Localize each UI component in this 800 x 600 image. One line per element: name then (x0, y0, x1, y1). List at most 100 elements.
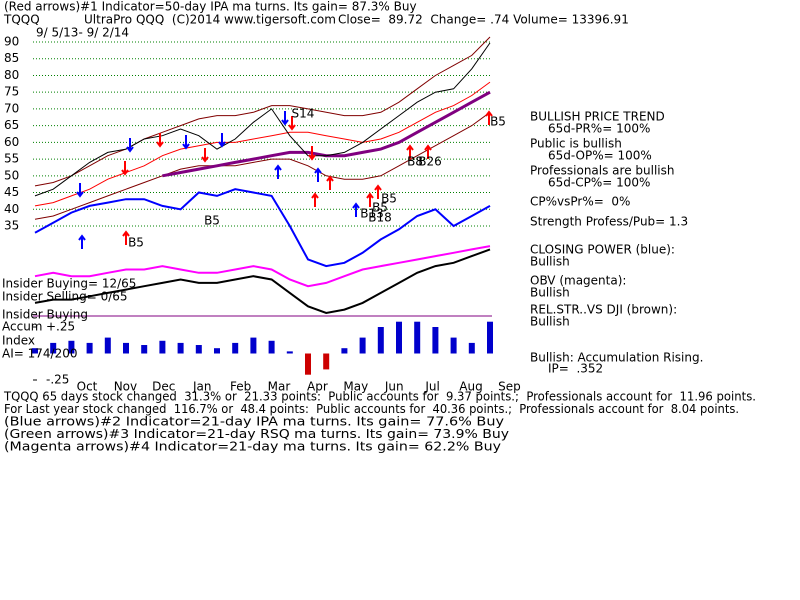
bar (86, 342, 93, 354)
signal-label: B18 (368, 211, 392, 225)
bar (123, 342, 129, 354)
series-line (34, 111, 491, 220)
date-range: 9/ 5/13- 9/ 2/14 (36, 26, 129, 40)
bar (50, 342, 57, 354)
bar (468, 342, 475, 354)
footer-line: (Green arrows)#3 Indicator=21-day RSQ ma… (4, 427, 509, 441)
signal-arrow (156, 133, 164, 148)
x-tick-label: Sep (498, 380, 521, 394)
side-note: 65d-PR%= 100% (548, 122, 650, 136)
signal-arrow (76, 183, 84, 198)
x-tick-label: Apr (307, 380, 328, 394)
signal-arrow (274, 164, 282, 179)
x-tick-label: Mar (268, 380, 291, 394)
signal-arrow (288, 116, 296, 131)
insider-note: Insider Buying= 12/65 (2, 277, 136, 291)
footer-line: For Last year stock changed 116.7% or 48… (4, 402, 739, 416)
signal-arrow (326, 175, 334, 190)
y-tick-label: 60 (4, 135, 19, 149)
bar (214, 348, 220, 354)
footer-line: (Magenta arrows)#4 Indicator=21-day ma t… (4, 440, 501, 454)
x-tick-label: May (343, 380, 368, 394)
side-note: CP%vsPr%= 0% (530, 195, 630, 209)
signal-label: B5 (381, 192, 397, 206)
series-line (34, 248, 491, 315)
footer-line: TQQQ 65 days stock changed 31.3% or 21.3… (3, 390, 756, 404)
bar (250, 337, 257, 354)
insider-note: AI= 174/200 (2, 347, 77, 361)
side-note: Bullish (530, 286, 570, 300)
signal-arrow (126, 138, 134, 153)
y-tick-label: +.25 (46, 320, 75, 334)
bar (104, 337, 111, 354)
x-tick-label: Aug (459, 380, 482, 394)
bar (141, 345, 148, 354)
x-tick-label: Feb (230, 380, 251, 394)
series-line (34, 36, 491, 187)
y-tick-label: 85 (4, 51, 19, 65)
y-tick-label: 55 (4, 152, 19, 166)
signal-label: B5 (128, 236, 144, 250)
bar (286, 351, 293, 354)
signal-label: B5 (372, 201, 388, 215)
bar (341, 348, 348, 354)
bar (268, 340, 275, 354)
signal-arrow (218, 133, 226, 148)
signal-label: B5 (204, 214, 220, 228)
signal-arrow (485, 110, 493, 125)
side-note: Strength Profess/Pub= 1.3 (530, 215, 688, 229)
x-tick-label: Jun (384, 380, 404, 394)
bar (450, 337, 457, 354)
side-note: 65d-OP%= 100% (548, 149, 652, 163)
series-line (34, 81, 491, 207)
series-name: OBV (magenta): (530, 274, 626, 288)
side-note: Bullish: Accumulation Rising. (530, 351, 703, 365)
signal-arrow (308, 146, 316, 161)
signal-label: B13 (360, 207, 384, 221)
signal-arrow (121, 161, 129, 176)
x-tick-label: Oct (77, 380, 98, 394)
bar (414, 321, 421, 354)
bar (68, 340, 75, 354)
insider-note: Index (2, 334, 35, 348)
x-tick-label: Nov (114, 380, 137, 394)
y-tick-label: 45 (4, 185, 19, 199)
y-tick-label: 70 (4, 101, 19, 115)
signal-arrow (201, 148, 209, 163)
signal-arrow (352, 202, 360, 217)
bar (305, 353, 311, 375)
x-tick-label: Jan (192, 380, 212, 394)
bar (487, 321, 493, 354)
x-tick-label: Jul (424, 380, 439, 394)
series-line (34, 188, 491, 268)
signal-label: B8 (407, 155, 423, 169)
signal-label: S14 (292, 107, 315, 121)
signal-arrow (78, 234, 86, 249)
signal-arrow (406, 144, 414, 159)
bar (359, 337, 366, 354)
signal-arrow (122, 230, 130, 245)
side-note: 65d-CP%= 100% (548, 176, 650, 190)
symbol: TQQQ (3, 13, 40, 27)
side-note: Public is bullish (530, 137, 622, 151)
signal-arrow (281, 111, 289, 126)
bar (396, 321, 402, 354)
side-note: BULLISH PRICE TREND (530, 110, 665, 124)
quote: Close= 89.72 Change= .74 Volume= 13396.9… (338, 13, 629, 27)
insider-note: Accum (2, 320, 43, 334)
signal-arrow (424, 144, 432, 159)
bar (323, 353, 330, 370)
side-note: REL.STR..VS DJI (brown): (530, 303, 677, 317)
y-tick-label: 75 (4, 85, 19, 99)
side-note: Bullish (530, 315, 570, 329)
footer-line: (Blue arrows)#2 Indicator=21-day IPA ma … (4, 415, 504, 429)
y-tick-label: 80 (4, 68, 19, 82)
fund-name: UltraPro QQQ (C)2014 www.tigersoft.com (84, 13, 336, 27)
bar (377, 327, 384, 354)
side-note: Professionals are bullish (530, 164, 675, 178)
bar (177, 342, 184, 354)
bar (32, 348, 38, 354)
y-tick-label: 50 (4, 168, 19, 182)
x-tick-label: Dec (152, 380, 175, 394)
